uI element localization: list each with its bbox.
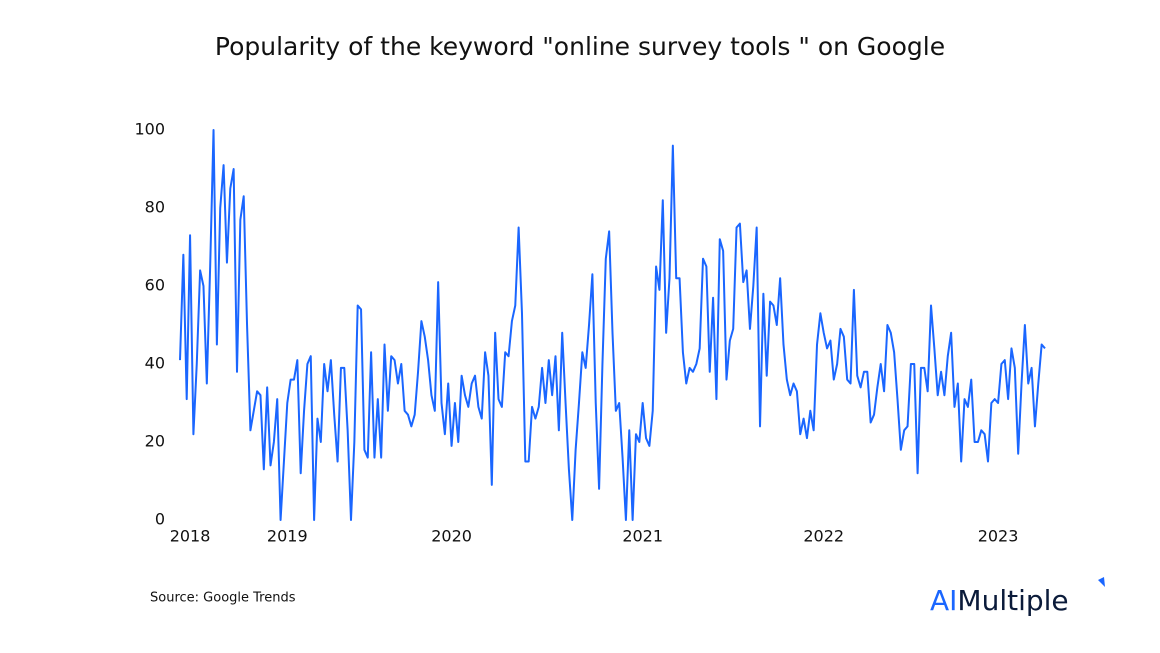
data-line: [179, 129, 1046, 521]
source-note: Source: Google Trends: [150, 591, 296, 606]
x-tick-label: 2019: [267, 527, 308, 546]
y-tick-label: 80: [145, 198, 165, 217]
logo-suffix: Multiple: [957, 584, 1068, 617]
x-tick-label: 2020: [431, 527, 472, 546]
x-tick-label: 2023: [978, 527, 1019, 546]
logo-prefix: AI: [930, 584, 957, 617]
logo-mark: [1098, 577, 1105, 587]
y-tick-label: 100: [134, 120, 165, 139]
x-tick-label: 2022: [803, 527, 844, 546]
x-tick-label: 2018: [170, 527, 211, 546]
y-tick-label: 20: [145, 432, 165, 451]
y-tick-label: 40: [145, 354, 165, 373]
chart-title: Popularity of the keyword "online survey…: [215, 32, 945, 61]
y-tick-label: 0: [155, 510, 165, 529]
y-tick-label: 60: [145, 276, 165, 295]
x-tick-label: 2021: [622, 527, 663, 546]
logo: AIMultiple: [930, 584, 1069, 617]
